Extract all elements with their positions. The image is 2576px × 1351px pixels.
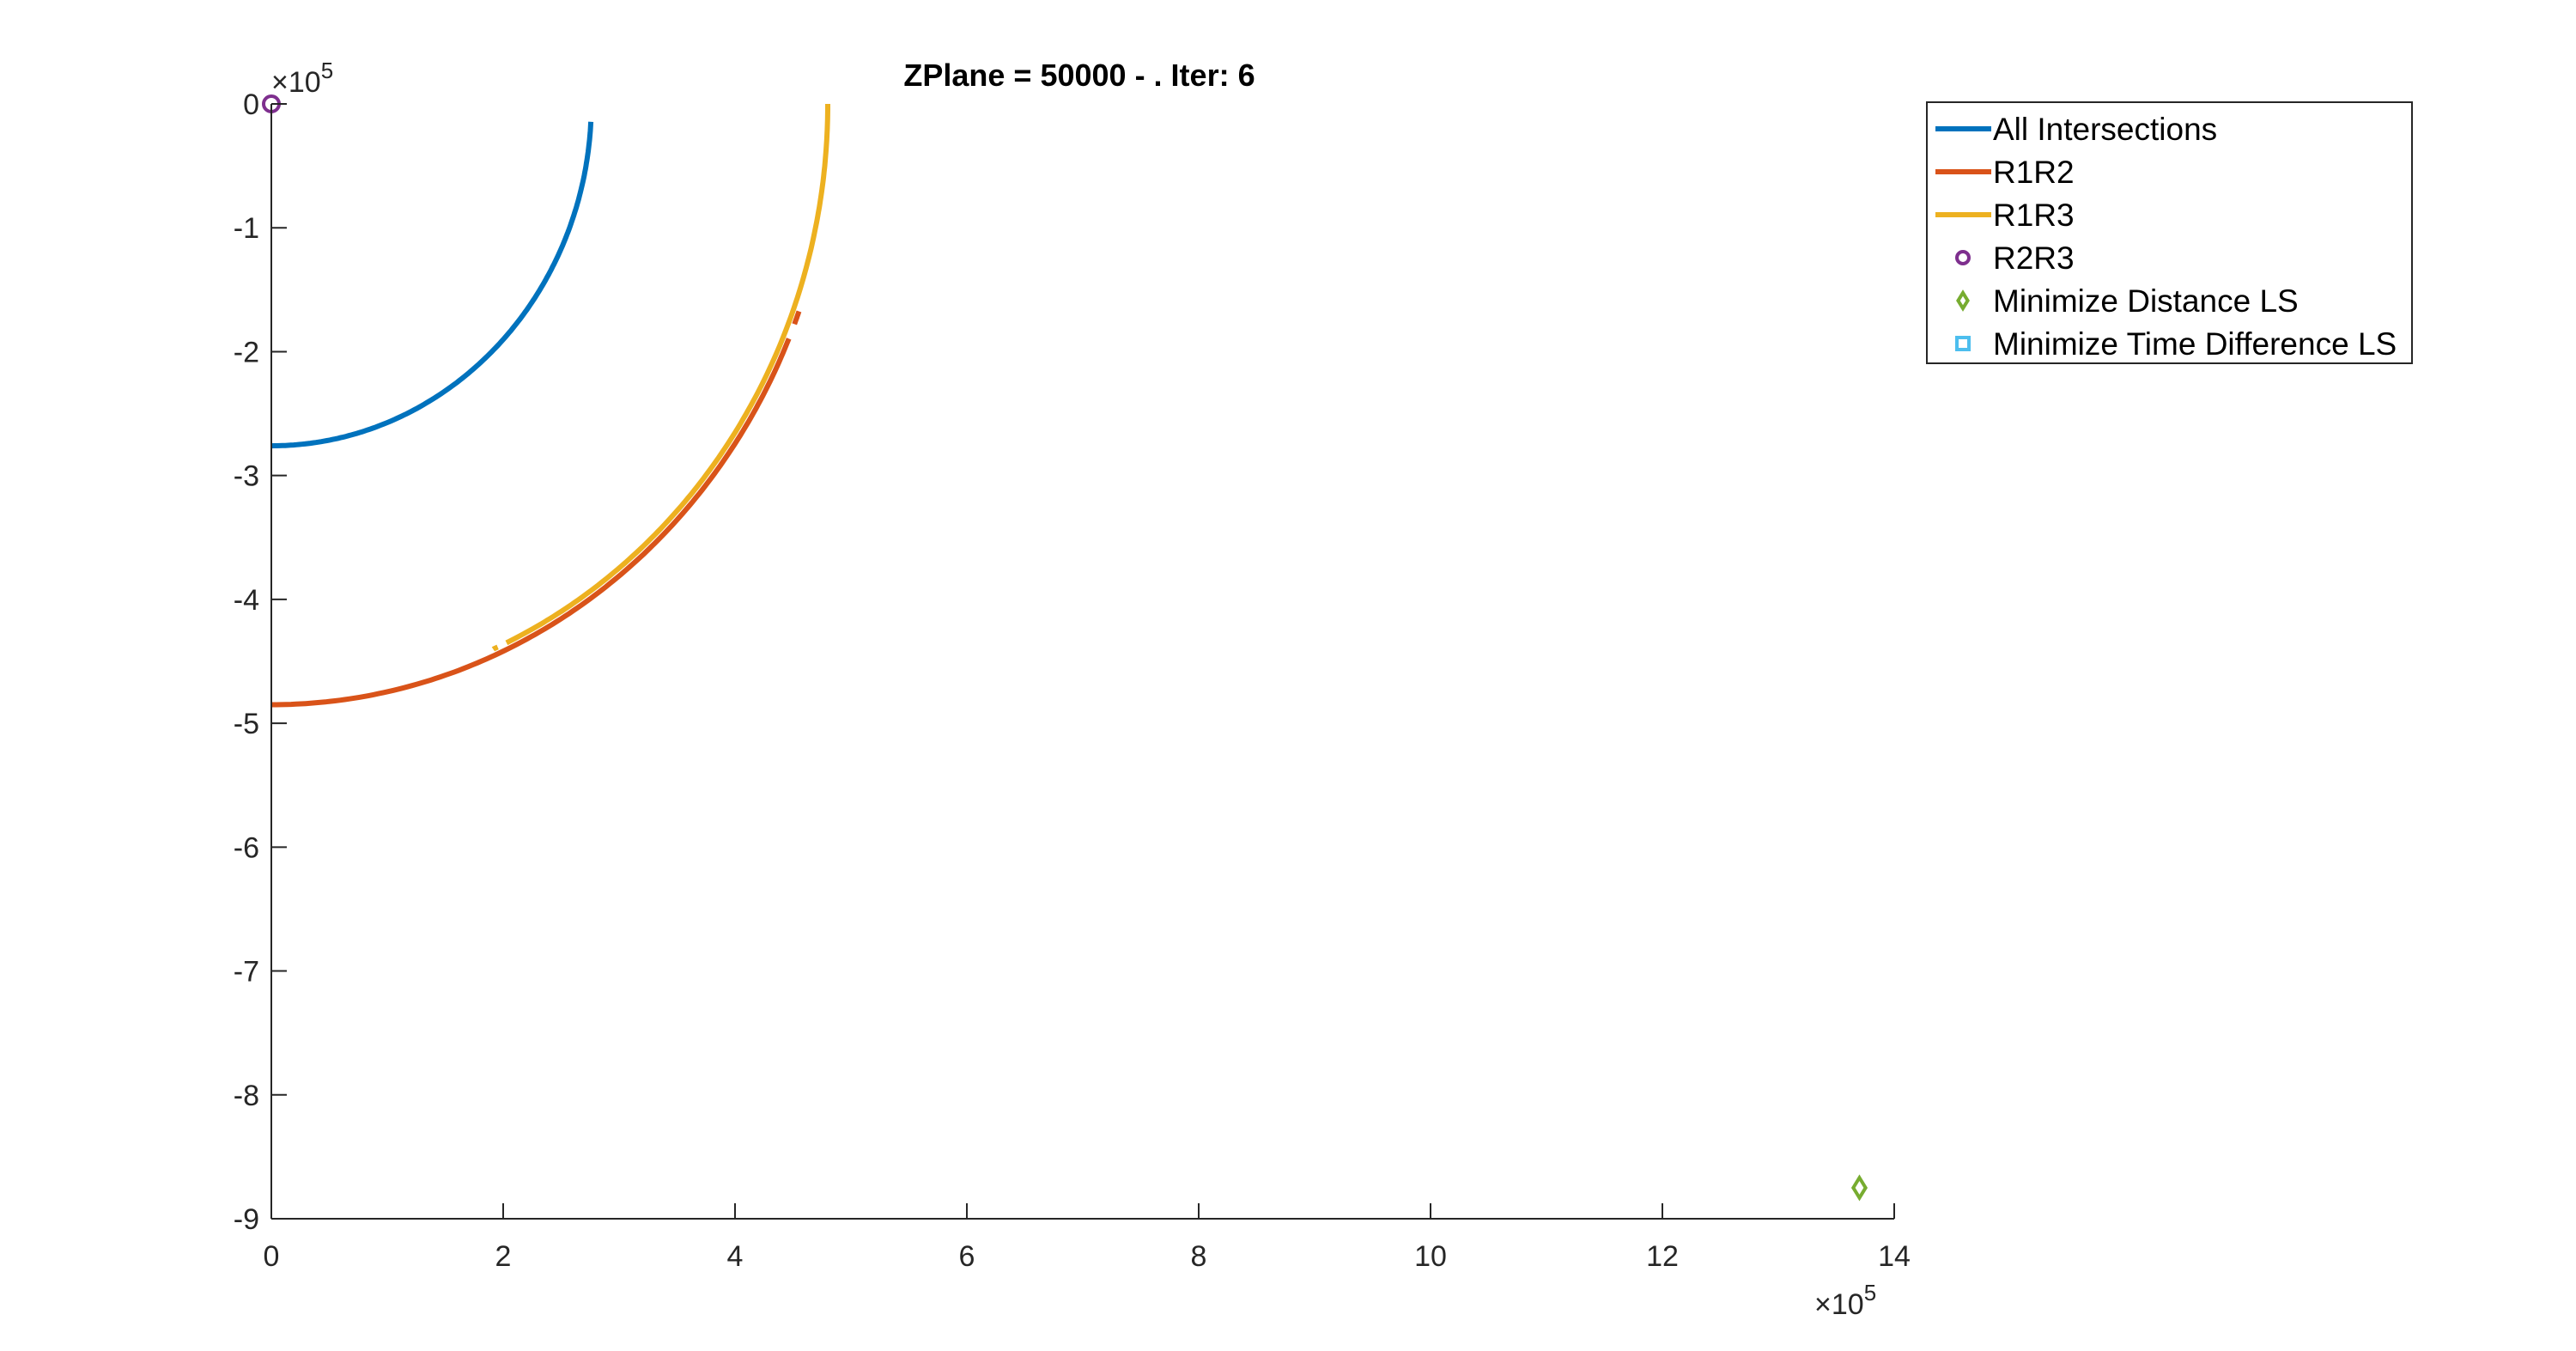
legend-label-minimize-time-difference-ls: Minimize Time Difference LS	[1993, 326, 2397, 362]
x-tick-label: 4	[727, 1240, 744, 1273]
x-tick-label: 10	[1414, 1240, 1447, 1273]
series-minimize-distance-ls-marker-0	[1850, 1174, 1868, 1202]
series-r1r2-segment-1	[792, 310, 802, 326]
y-tick-label: -4	[234, 584, 259, 617]
y-tick-label: -7	[234, 956, 259, 989]
plot-series-layer	[262, 94, 1868, 1202]
y-tick-label: 0	[243, 88, 259, 121]
legend-label-minimize-distance-ls: Minimize Distance LS	[1993, 283, 2299, 319]
series-r1r3-segment-1	[505, 104, 830, 646]
y-tick-label: -3	[234, 460, 259, 493]
x-tick-label: 2	[495, 1240, 512, 1273]
legend-box	[1926, 101, 2413, 364]
y-tick-label: -5	[234, 708, 259, 740]
y-tick-label: -2	[234, 336, 259, 368]
x-tick-label: 8	[1191, 1240, 1207, 1273]
x-tick-label: 0	[264, 1240, 280, 1273]
series-r1r2-segment-0	[271, 338, 792, 708]
x-tick-label: 14	[1878, 1240, 1911, 1273]
y-tick-label: -1	[234, 212, 259, 245]
chart-title: ZPlane = 50000 - . Iter: 6	[903, 58, 1255, 93]
legend-label-r1r2: R1R2	[1993, 155, 2075, 190]
series-all-intersections-segment-0	[270, 121, 594, 449]
legend-swatch-minimize-time-difference-ls	[1955, 336, 1971, 351]
axes-layer: 0 2 4 6 8 10 12 140-1-2-3-4-5-6-7-8-9×105×105	[234, 58, 1911, 1321]
legend-swatch-r2r3	[1955, 250, 1971, 265]
legend-label-all-intersections: All Intersections	[1993, 112, 2217, 147]
y-tick-label: -9	[234, 1203, 259, 1236]
x-tick-label: 12	[1646, 1240, 1679, 1273]
y-tick-label: -8	[234, 1080, 259, 1112]
y-tick-label: -6	[234, 831, 259, 864]
legend-label-r1r3: R1R3	[1993, 198, 2075, 233]
legend-swatch-minimize-distance-ls	[1956, 289, 1970, 312]
legend-label-r2r3: R2R3	[1993, 240, 2075, 276]
x-tick-label: 6	[959, 1240, 975, 1273]
series-r1r3-segment-0	[491, 644, 499, 652]
legend[interactable]: All Intersections R1R2 R1R3 R2R3 Minimize Di…	[1926, 101, 2413, 364]
